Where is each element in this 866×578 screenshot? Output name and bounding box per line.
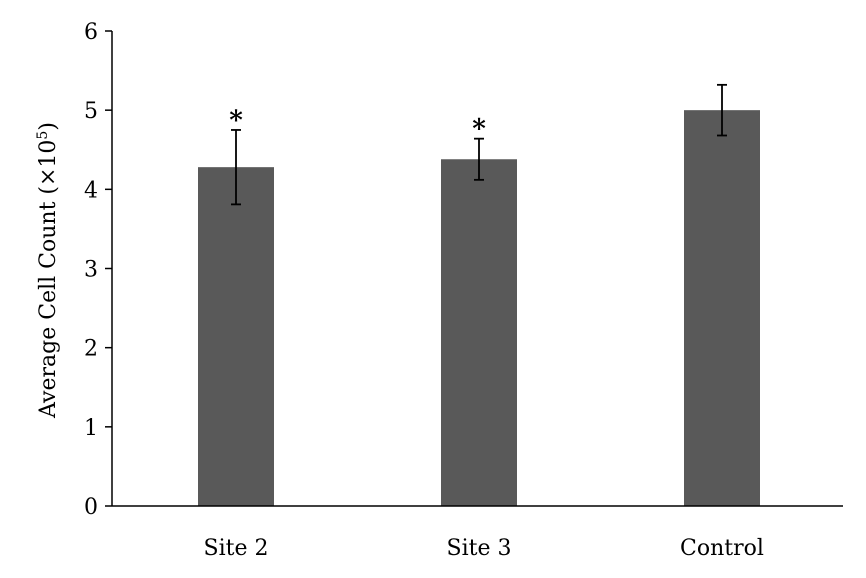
bar-1 xyxy=(441,159,517,506)
y-tick-label-2: 2 xyxy=(84,337,98,362)
significance-mark-1: * xyxy=(472,115,486,145)
y-axis-title: Average Cell Count (×105) xyxy=(35,122,61,419)
significance-mark-0: * xyxy=(229,106,243,136)
x-tick-label-2: Control xyxy=(680,536,764,561)
y-axis-title-superscript: 5 xyxy=(35,131,51,140)
y-tick-label-1: 1 xyxy=(84,416,98,441)
y-tick-label-5: 5 xyxy=(84,99,98,124)
bar-2 xyxy=(684,110,760,507)
y-axis-title-main: Average Cell Count (×10 xyxy=(36,140,61,419)
x-tick-label-1: Site 3 xyxy=(447,536,512,561)
y-tick-label-4: 4 xyxy=(84,178,98,203)
y-tick-label-0: 0 xyxy=(84,495,98,520)
bar-0 xyxy=(198,167,274,506)
plot-area: 0 1 2 3 4 5 6 * Site 2 * Site 3 Control xyxy=(84,20,843,561)
y-tick-label-6: 6 xyxy=(84,20,98,45)
y-axis-title-suffix: ) xyxy=(36,122,61,131)
y-tick-label-3: 3 xyxy=(84,258,98,283)
x-tick-label-0: Site 2 xyxy=(204,536,269,561)
